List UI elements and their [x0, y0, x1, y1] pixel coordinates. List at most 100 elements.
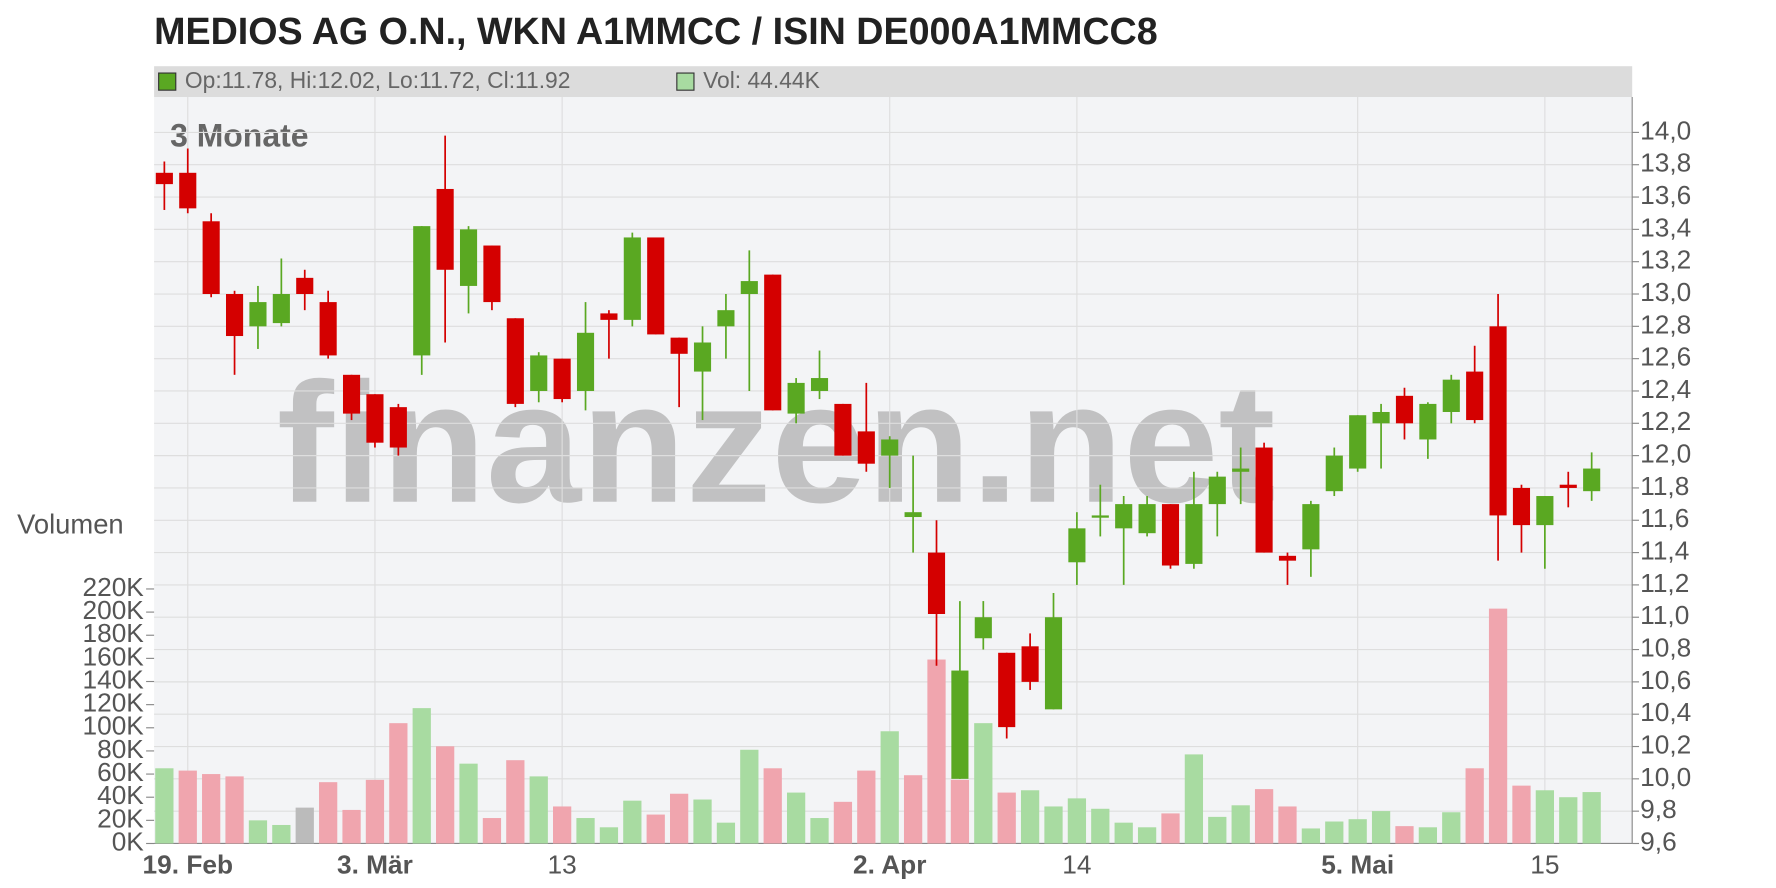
candle-body [787, 382, 805, 414]
volume-bar [1418, 827, 1438, 844]
volume-bar [506, 760, 525, 844]
candle-body [296, 277, 314, 295]
legend-bar [154, 66, 1633, 98]
y2-tick-label: 100K [83, 711, 145, 741]
candle-body [179, 172, 197, 209]
candle-body [202, 221, 220, 295]
x-tick-label: 13 [548, 849, 577, 879]
volume-bar [155, 768, 174, 844]
volume-bar [693, 799, 712, 844]
y-tick-label: 11,0 [1640, 600, 1689, 630]
candle-body [1466, 371, 1484, 421]
period-label: 3 Monate [170, 118, 308, 154]
candle-body [225, 294, 244, 337]
candle-body [1302, 504, 1320, 550]
volume-bar [389, 723, 408, 844]
y-tick-label: 11,4 [1640, 536, 1689, 566]
candle-body [553, 358, 571, 400]
y-tick-label: 12,0 [1640, 439, 1691, 469]
volume-bar [365, 779, 385, 844]
candle-body [506, 318, 524, 404]
volume-bar [319, 782, 338, 844]
candle-body [600, 313, 618, 320]
volume-axis-label: Volumen [17, 508, 124, 539]
candle-body [319, 302, 337, 356]
y-tick-label: 13,6 [1640, 180, 1691, 210]
volume-bar [833, 801, 853, 844]
candle-body [459, 229, 478, 286]
candle-body [1232, 468, 1250, 472]
volume-swatch [676, 72, 695, 91]
candle-body [1419, 403, 1437, 440]
candle-body [366, 394, 384, 443]
volume-bar [225, 776, 244, 844]
volume-bar [1278, 806, 1297, 844]
volume-bar [553, 806, 572, 844]
candle-body [272, 294, 290, 324]
volume-bar [1044, 806, 1063, 844]
volume-bar [272, 824, 291, 844]
volume-bar [1371, 811, 1391, 844]
y-tick-label: 13,4 [1640, 212, 1691, 242]
volume-bar [529, 776, 548, 844]
candle-body [1559, 484, 1577, 488]
candle-body [740, 281, 758, 295]
candle-body [998, 652, 1016, 728]
y2-tick-label: 220K [83, 572, 145, 602]
candle-body [389, 407, 407, 448]
candle-body [927, 552, 946, 614]
volume-bar [1535, 790, 1554, 844]
y2-tick-label: 60K [97, 757, 144, 787]
candle-body [1161, 504, 1180, 566]
y2-tick-label: 140K [83, 664, 145, 694]
candle-body [530, 355, 548, 391]
volume-bar [1137, 827, 1157, 844]
volume-bar [1184, 754, 1204, 844]
volume-bar [1067, 798, 1087, 844]
volume-bar [248, 820, 268, 844]
candle-body [951, 670, 969, 779]
y-tick-label: 12,4 [1640, 374, 1691, 404]
candle-body [1115, 504, 1133, 529]
y2-tick-label: 200K [83, 595, 145, 625]
volume-bar [880, 731, 899, 844]
volume-bar [1114, 822, 1133, 844]
volume-bar [1442, 812, 1461, 844]
candle-body [1489, 326, 1507, 516]
volume-bar [786, 792, 806, 844]
candle-body [974, 617, 992, 639]
y2-tick-label: 120K [83, 688, 145, 718]
volume-label: Vol: 44.44K [703, 67, 820, 93]
y-tick-label: 11,8 [1640, 471, 1689, 501]
candle-body [1512, 487, 1531, 526]
candle-body [764, 274, 782, 411]
volume-bar [295, 807, 314, 844]
candle-body [857, 431, 875, 464]
volume-bar [646, 814, 665, 844]
volume-bar [178, 770, 197, 844]
volume-bar [810, 818, 829, 844]
y-tick-label: 10,6 [1640, 665, 1691, 695]
volume-bar [1395, 826, 1414, 844]
y-tick-label: 12,6 [1640, 342, 1691, 372]
candle-body [810, 378, 829, 391]
volume-bar [459, 763, 478, 844]
ohlc-label: Op:11.78, Hi:12.02, Lo:11.72, Cl:11.92 [185, 67, 571, 93]
y-tick-label: 11,2 [1640, 568, 1689, 598]
volume-bar [1512, 785, 1531, 844]
volume-bar [763, 768, 782, 844]
candle-body [342, 374, 361, 414]
chart-title: MEDIOS AG O.N., WKN A1MMCC / ISIN DE000A… [154, 10, 1158, 52]
y-tick-label: 9,6 [1640, 826, 1677, 856]
candle-body [693, 342, 712, 372]
volume-bar [997, 792, 1016, 844]
y-tick-label: 11,6 [1640, 503, 1689, 533]
volume-bar [1091, 808, 1110, 844]
volume-bar [1348, 819, 1367, 844]
candle-body [1068, 528, 1086, 563]
y2-tick-label: 180K [83, 618, 145, 648]
y-tick-label: 14,0 [1640, 115, 1691, 145]
candle-body [670, 337, 688, 354]
volume-bar [1301, 828, 1321, 844]
volume-bar [412, 708, 431, 844]
